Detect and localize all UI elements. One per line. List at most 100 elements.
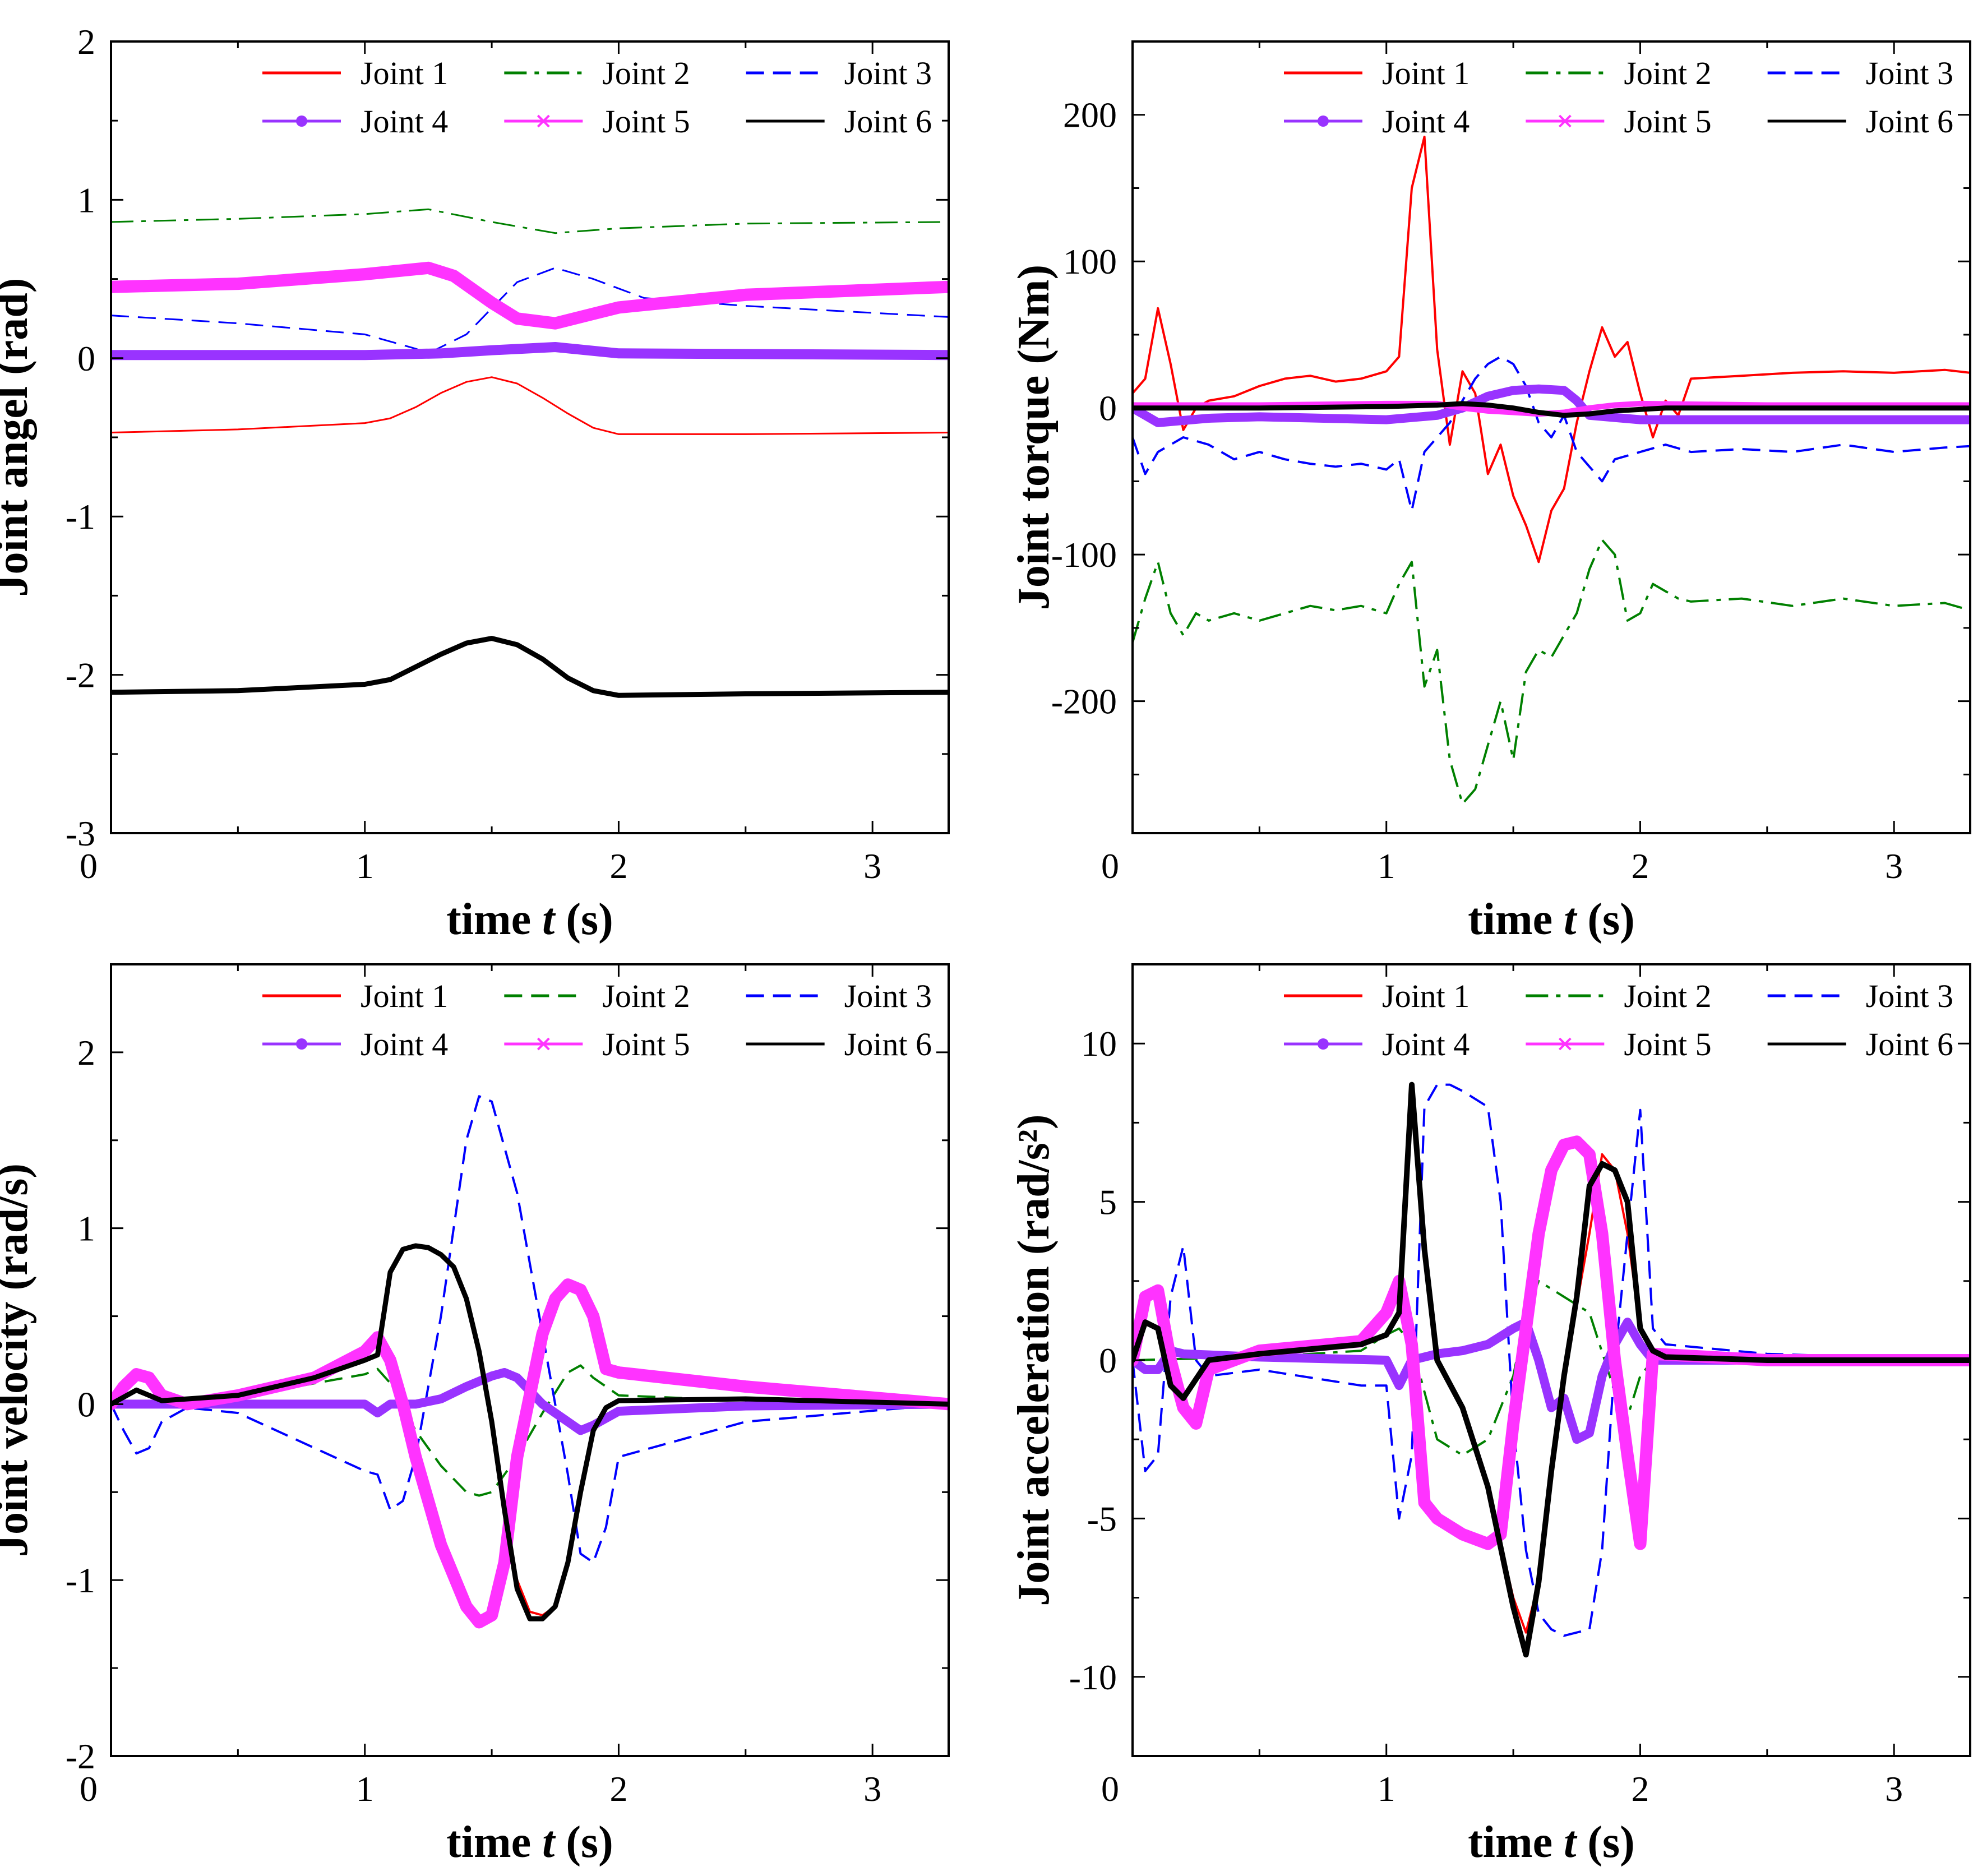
y-tick-label: 0 bbox=[77, 339, 95, 378]
y-axis-title: Joint acceleration (rad/s²) bbox=[1009, 1114, 1059, 1606]
legend-label: Joint 2 bbox=[1624, 978, 1711, 1014]
legend-label: Joint 3 bbox=[1866, 978, 1953, 1014]
x-tick-label: 0 bbox=[1101, 846, 1119, 886]
legend-label: Joint 1 bbox=[361, 55, 448, 91]
series-line-joint-6 bbox=[111, 1243, 949, 1621]
x-axis-title: time t (s) bbox=[446, 895, 613, 944]
legend-label: Joint 3 bbox=[844, 978, 932, 1014]
y-tick-label: 1 bbox=[77, 1209, 95, 1249]
legend-label: Joint 6 bbox=[1866, 103, 1953, 140]
x-axis-title-part: (s) bbox=[1576, 895, 1634, 944]
series-line-joint-5 bbox=[1133, 1135, 1970, 1550]
legend-label: Joint 2 bbox=[1624, 55, 1711, 91]
legend-label: Joint 5 bbox=[602, 103, 690, 140]
legend-marker bbox=[296, 1038, 307, 1050]
x-tick-label: 1 bbox=[1378, 846, 1395, 886]
legend-marker bbox=[1558, 1037, 1572, 1051]
chart-panel-torque: 0 1 2 3 -200 -100 0 100 200 time t (s) Joint torqu… bbox=[1009, 40, 1971, 944]
series-line-joint-1 bbox=[1133, 136, 1970, 563]
legend-label: Joint 4 bbox=[1382, 1026, 1470, 1062]
legend-label: Joint 1 bbox=[1382, 55, 1470, 91]
series-group bbox=[1133, 1082, 1970, 1658]
y-tick-label: -1 bbox=[66, 497, 95, 537]
x-axis-title-variable: t bbox=[542, 1818, 556, 1867]
x-axis-title-variable: t bbox=[1564, 895, 1578, 944]
series-group bbox=[111, 1095, 949, 1629]
x-axis-title-part: (s) bbox=[554, 895, 613, 944]
plot-frame bbox=[110, 963, 950, 1757]
y-axis-title: Joint torque (Nm) bbox=[1009, 265, 1059, 610]
legend-label: Joint 4 bbox=[361, 103, 448, 140]
plot-frame bbox=[1131, 40, 1971, 834]
series-line-joint-5 bbox=[1133, 400, 1970, 417]
legend-label: Joint 2 bbox=[602, 978, 690, 1014]
legend-marker bbox=[1318, 1038, 1329, 1050]
x-tick-label: 2 bbox=[1631, 846, 1649, 886]
x-tick-label: 0 bbox=[80, 1769, 98, 1809]
legend: Joint 1 Joint 2 Joint 3 Joint 4 Joint 5 Joint… bbox=[1284, 55, 1953, 140]
x-axis-title: time t (s) bbox=[446, 1818, 613, 1867]
x-axis-title: time t (s) bbox=[1468, 1818, 1635, 1867]
y-tick-label: 5 bbox=[1099, 1182, 1117, 1222]
legend: Joint 1 Joint 2 Joint 3 Joint 4 Joint 5 Joint… bbox=[1284, 978, 1953, 1062]
legend-label: Joint 5 bbox=[1624, 1026, 1711, 1062]
legend-label: Joint 1 bbox=[361, 978, 448, 1014]
legend-marker bbox=[1558, 114, 1572, 128]
x-tick-label: 0 bbox=[1101, 1769, 1119, 1809]
legend-label: Joint 1 bbox=[1382, 978, 1470, 1014]
y-tick-label: 100 bbox=[1063, 242, 1117, 281]
x-tick-label: 1 bbox=[356, 1769, 374, 1809]
legend-label: Joint 4 bbox=[361, 1026, 448, 1062]
series-line-joint-3 bbox=[111, 1095, 949, 1564]
series-line-joint-4 bbox=[1133, 384, 1970, 427]
series-line-joint-5 bbox=[111, 261, 949, 330]
x-axis-title-part: (s) bbox=[554, 1818, 613, 1867]
y-tick-label: -200 bbox=[1051, 682, 1117, 722]
series-line-joint-3 bbox=[1133, 1083, 1970, 1637]
series-line-joint-6 bbox=[1133, 1082, 1970, 1658]
series-line-joint-4 bbox=[111, 342, 949, 361]
legend-marker bbox=[537, 1037, 550, 1051]
legend-marker bbox=[1318, 115, 1329, 127]
series-line-joint-6 bbox=[1133, 401, 1970, 418]
y-tick-label: 2 bbox=[77, 1033, 95, 1073]
legend-label: Joint 3 bbox=[1866, 55, 1953, 91]
series-line-joint-4 bbox=[1133, 1318, 1970, 1444]
x-axis-title-part: (s) bbox=[1576, 1818, 1634, 1867]
x-tick-label: 1 bbox=[1378, 1769, 1395, 1809]
legend: Joint 1 Joint 2 Joint 3 Joint 4 Joint 5 Joint… bbox=[262, 55, 932, 140]
legend-label: Joint 6 bbox=[844, 1026, 932, 1062]
chart-panel-acceleration: 0 1 2 3 -10 -5 0 5 10 time t (s) Joint acceleratio… bbox=[1009, 963, 1971, 1867]
legend-label: Joint 5 bbox=[1624, 103, 1711, 140]
x-axis-title-part: time bbox=[1468, 895, 1564, 944]
y-tick-label: 2 bbox=[77, 22, 95, 62]
y-tick-label: 0 bbox=[77, 1384, 95, 1424]
y-tick-label: -1 bbox=[66, 1560, 95, 1600]
x-tick-label: 3 bbox=[1885, 846, 1903, 886]
legend-label: Joint 3 bbox=[844, 55, 932, 91]
chart-panel-angle: 0 1 2 3 -3 -2 -1 0 1 2 time t (s) Joint angel (rad)… bbox=[0, 22, 950, 944]
y-tick-label: -3 bbox=[66, 814, 95, 853]
x-tick-label: 1 bbox=[356, 846, 374, 886]
x-tick-label: 2 bbox=[609, 1769, 627, 1809]
y-tick-label: -10 bbox=[1069, 1657, 1117, 1697]
legend-marker bbox=[537, 114, 550, 128]
legend-label: Joint 6 bbox=[1866, 1026, 1953, 1062]
series-line-joint-2 bbox=[1133, 539, 1970, 805]
y-tick-label: -100 bbox=[1051, 535, 1117, 575]
legend-label: Joint 6 bbox=[844, 103, 932, 140]
x-axis-title-variable: t bbox=[542, 895, 556, 944]
x-axis-title-part: time bbox=[446, 1818, 542, 1867]
x-tick-label: 3 bbox=[863, 846, 881, 886]
x-axis-title-part: time bbox=[1468, 1818, 1564, 1867]
x-axis-title: time t (s) bbox=[1468, 895, 1635, 944]
y-tick-label: 0 bbox=[1099, 389, 1117, 428]
y-tick-label: 0 bbox=[1099, 1341, 1117, 1380]
y-tick-label: -2 bbox=[66, 655, 95, 695]
legend-label: Joint 4 bbox=[1382, 103, 1470, 140]
y-tick-label: -2 bbox=[66, 1736, 95, 1776]
legend-marker bbox=[296, 115, 307, 127]
y-tick-label: 10 bbox=[1081, 1024, 1117, 1064]
